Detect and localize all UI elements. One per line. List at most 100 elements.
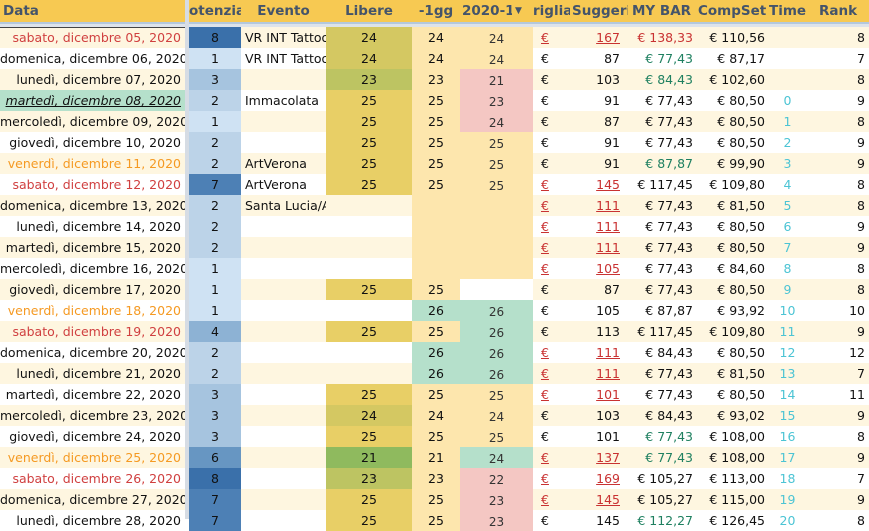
evento-cell[interactable]	[241, 132, 326, 153]
minus1gg-cell[interactable]: 25	[412, 174, 460, 195]
potenziale-cell[interactable]: 2	[189, 363, 241, 384]
minus1gg-cell[interactable]: 26	[412, 342, 460, 363]
evento-cell[interactable]	[241, 510, 326, 531]
rank-cell[interactable]: 8	[857, 30, 865, 45]
time-cell[interactable]: 5	[783, 198, 792, 213]
euro-cell[interactable]: €	[541, 198, 549, 213]
compset-cell[interactable]: € 80,50	[717, 282, 765, 297]
suggerito-cell[interactable]: 137	[596, 450, 620, 465]
time-cell[interactable]: 13	[779, 366, 796, 381]
y2020-cell[interactable]	[460, 279, 533, 300]
suggerito-cell[interactable]: 105	[596, 261, 620, 276]
suggerito-cell[interactable]: 111	[596, 345, 620, 360]
compset-cell[interactable]: € 102,60	[709, 72, 765, 87]
compset-cell[interactable]: € 80,50	[717, 240, 765, 255]
suggerito-cell[interactable]: 103	[596, 408, 620, 423]
date-cell[interactable]: sabato, dicembre 12, 2020	[12, 177, 181, 192]
potenziale-cell[interactable]: 1	[189, 279, 241, 300]
libere-cell[interactable]	[326, 237, 412, 258]
euro-cell[interactable]: €	[541, 471, 549, 486]
libere-cell[interactable]	[326, 342, 412, 363]
time-cell[interactable]: 17	[779, 450, 796, 465]
potenziale-cell[interactable]: 8	[189, 468, 241, 489]
date-cell[interactable]: martedì, dicembre 15, 2020	[5, 240, 181, 255]
y2020-cell[interactable]: 23	[460, 489, 533, 510]
potenziale-cell[interactable]: 7	[189, 489, 241, 510]
euro-cell[interactable]: €	[541, 261, 549, 276]
suggerito-cell[interactable]: 111	[596, 366, 620, 381]
minus1gg-cell[interactable]: 25	[412, 132, 460, 153]
my-bar-cell[interactable]: € 77,43	[645, 450, 693, 465]
libere-cell[interactable]: 25	[326, 321, 412, 342]
rank-cell[interactable]: 9	[857, 324, 865, 339]
suggerito-cell[interactable]: 113	[596, 324, 620, 339]
header-time[interactable]: Time	[769, 3, 807, 19]
potenziale-cell[interactable]: 3	[189, 426, 241, 447]
minus1gg-cell[interactable]	[412, 258, 460, 279]
time-cell[interactable]: 10	[779, 303, 796, 318]
date-cell[interactable]: venerdì, dicembre 18, 2020	[7, 303, 181, 318]
evento-cell[interactable]: Immacolata	[245, 93, 319, 108]
suggerito-cell[interactable]: 87	[604, 51, 620, 66]
euro-cell[interactable]: €	[541, 324, 549, 339]
libere-cell[interactable]: 25	[326, 90, 412, 111]
compset-cell[interactable]: € 81,50	[717, 366, 765, 381]
evento-cell[interactable]: VR INT Tattoo	[245, 51, 326, 66]
time-cell[interactable]: 4	[783, 177, 792, 192]
evento-cell[interactable]	[241, 111, 326, 132]
suggerito-cell[interactable]: 145	[596, 492, 620, 507]
compset-cell[interactable]: € 80,50	[717, 93, 765, 108]
header-data[interactable]: Data	[3, 3, 39, 19]
my-bar-cell[interactable]: € 77,43	[645, 261, 693, 276]
time-cell[interactable]: 3	[783, 156, 792, 171]
compset-cell[interactable]: € 93,02	[717, 408, 765, 423]
compset-cell[interactable]: € 80,50	[717, 345, 765, 360]
header-rank[interactable]: Rank	[819, 3, 858, 19]
rank-cell[interactable]: 9	[857, 240, 865, 255]
rank-cell[interactable]: 9	[857, 450, 865, 465]
potenziale-cell[interactable]: 2	[189, 153, 241, 174]
suggerito-cell[interactable]: 145	[596, 177, 620, 192]
y2020-cell[interactable]: 21	[460, 69, 533, 90]
minus1gg-cell[interactable]: 25	[412, 426, 460, 447]
potenziale-cell[interactable]: 3	[189, 69, 241, 90]
time-cell[interactable]: 12	[779, 345, 796, 360]
my-bar-cell[interactable]: € 117,45	[637, 324, 693, 339]
date-cell[interactable]: domenica, dicembre 27, 2020	[0, 492, 185, 507]
my-bar-cell[interactable]: € 77,43	[645, 387, 693, 402]
y2020-cell[interactable]: 25	[460, 426, 533, 447]
minus1gg-cell[interactable]	[412, 237, 460, 258]
y2020-cell[interactable]: 25	[460, 384, 533, 405]
my-bar-cell[interactable]: € 77,43	[645, 114, 693, 129]
compset-cell[interactable]: € 115,00	[709, 492, 765, 507]
euro-cell[interactable]: €	[541, 408, 549, 423]
suggerito-cell[interactable]: 111	[596, 240, 620, 255]
date-cell[interactable]: sabato, dicembre 19, 2020	[12, 324, 181, 339]
date-cell[interactable]: lunedì, dicembre 28, 2020	[16, 513, 181, 528]
euro-cell[interactable]: €	[541, 429, 549, 444]
y2020-cell[interactable]	[460, 216, 533, 237]
time-cell[interactable]: 6	[783, 219, 792, 234]
my-bar-cell[interactable]: € 77,43	[645, 198, 693, 213]
y2020-cell[interactable]: 25	[460, 153, 533, 174]
rank-cell[interactable]: 7	[857, 471, 865, 486]
y2020-cell[interactable]: 24	[460, 27, 533, 48]
euro-cell[interactable]: €	[541, 240, 549, 255]
date-cell[interactable]: mercoledì, dicembre 23, 2020	[0, 408, 185, 423]
my-bar-cell[interactable]: € 87,87	[645, 156, 693, 171]
compset-cell[interactable]: € 108,00	[709, 429, 765, 444]
evento-cell[interactable]	[241, 489, 326, 510]
euro-cell[interactable]: €	[541, 366, 549, 381]
libere-cell[interactable]: 25	[326, 111, 412, 132]
rank-cell[interactable]: 7	[857, 366, 865, 381]
y2020-cell[interactable]: 22	[460, 468, 533, 489]
time-cell[interactable]: 9	[783, 282, 792, 297]
rank-cell[interactable]: 9	[857, 219, 865, 234]
evento-cell[interactable]	[241, 342, 326, 363]
potenziale-cell[interactable]: 7	[189, 510, 241, 531]
minus1gg-cell[interactable]: 21	[412, 447, 460, 468]
my-bar-cell[interactable]: € 84,43	[645, 345, 693, 360]
potenziale-cell[interactable]: 2	[189, 90, 241, 111]
evento-cell[interactable]	[241, 447, 326, 468]
my-bar-cell[interactable]: € 77,43	[645, 282, 693, 297]
